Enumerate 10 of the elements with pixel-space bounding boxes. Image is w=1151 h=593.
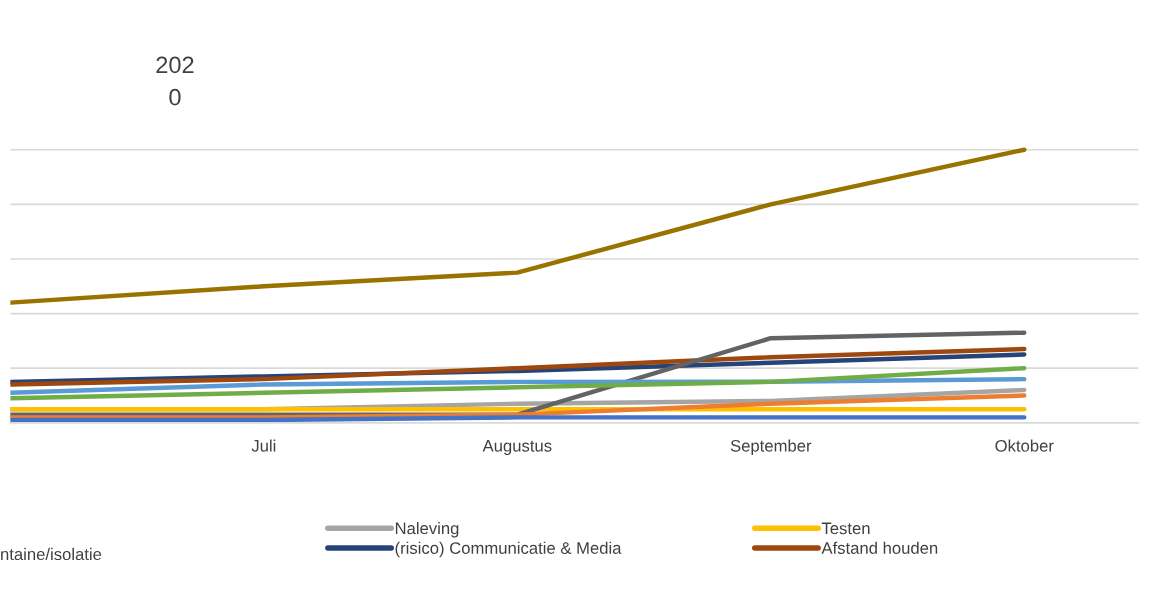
legend-label: Afstand houden [821, 541, 938, 554]
legend-label: Testen [821, 522, 870, 535]
x-tick-label: Juli [251, 439, 276, 452]
legend-label: Naleving [395, 522, 459, 538]
x-tick-label: Augustus [482, 440, 552, 456]
legend-label: (risico) Communicatie & Media [395, 541, 622, 558]
text: 202 0 [156, 56, 194, 106]
x-tick-label: September [730, 439, 812, 456]
text: ntaine/isolatie [1, 547, 102, 561]
x-tick-label: Oktober [995, 439, 1054, 452]
